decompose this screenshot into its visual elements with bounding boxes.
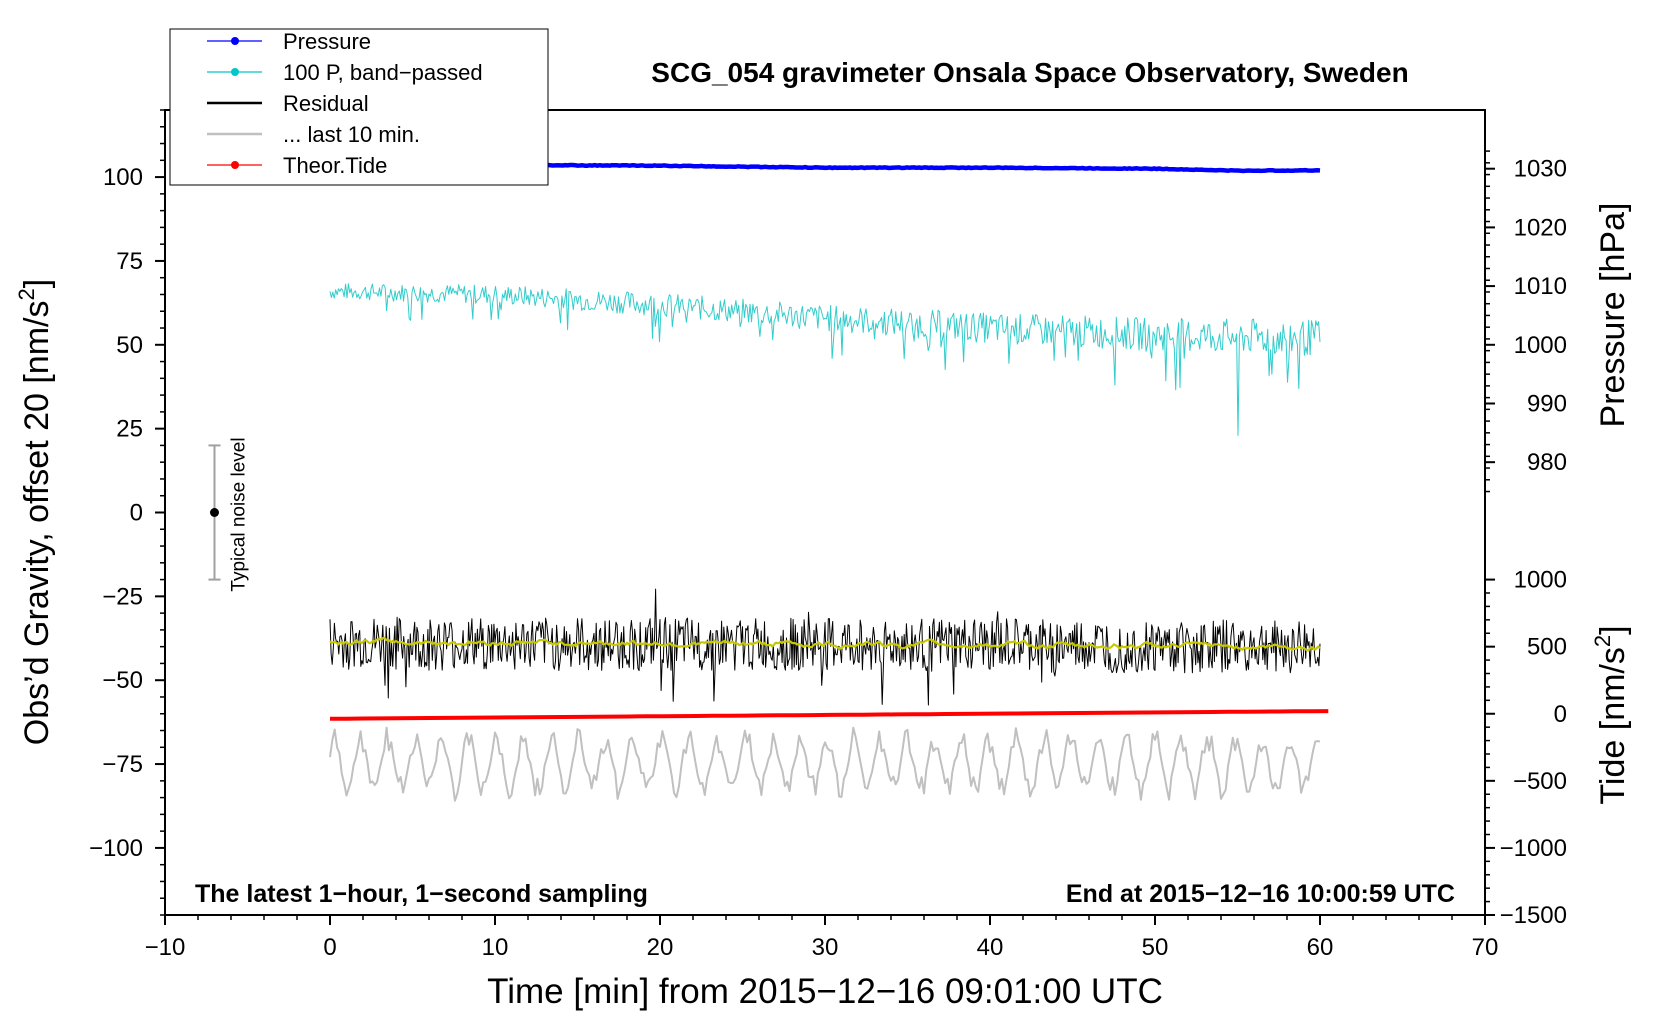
legend-item: Pressure [207,29,371,54]
pressure-tick-label: 1020 [1514,214,1567,241]
tide-tick-label: 0 [1554,701,1567,728]
tide-tick-label: −1500 [1500,902,1567,929]
series-last-10-min [329,726,1321,802]
legend-label: 100 P, band−passed [283,60,483,85]
y-tick-label: −25 [102,583,143,610]
y-tick-label: 50 [116,332,143,359]
x-tick-label: 30 [812,934,839,961]
series-residual [329,588,1321,706]
legend-label: Theor.Tide [283,153,387,178]
legend-item: Theor.Tide [207,153,387,178]
y-axis-label-left: Obs’d Gravity, offset 20 [nm/s2] [14,279,56,745]
tide-tick-label: 1000 [1514,567,1567,594]
x-tick-label: 50 [1142,934,1169,961]
noise-level-marker [210,508,219,517]
series-theor-tide [329,709,1329,721]
legend-item: 100 P, band−passed [207,60,483,85]
y-tick-label: 0 [130,500,143,527]
tide-tick-label: 500 [1527,634,1567,661]
x-tick-label: 60 [1307,934,1334,961]
pressure-tick-label: 1030 [1514,156,1567,183]
series-100-p-band-passed [329,283,1321,436]
legend: Pressure 100 P, band−passed Residual ... la… [169,28,549,186]
noise-level-indicator: Typical noise level [208,437,250,592]
y-tick-label: −75 [102,751,143,778]
legend-label: ... last 10 min. [283,122,420,147]
x-tick-label: 0 [323,934,336,961]
y-tick-label: 100 [103,164,143,191]
y-tick-label: −100 [89,835,143,862]
x-tick-label: 10 [482,934,509,961]
legend-item: ... last 10 min. [207,122,420,147]
legend-label: Pressure [283,29,371,54]
noise-level-label: Typical noise level [229,437,250,591]
chart-title: SCG_054 gravimeter Onsala Space Observat… [651,57,1408,88]
series-layer [329,159,1329,802]
annotation-sampling: The latest 1−hour, 1−second sampling [195,880,648,908]
legend-swatch-marker [231,68,239,76]
y-axis-label-pressure: Pressure [hPa] [1594,203,1632,428]
tide-tick-label: −1000 [1500,835,1567,862]
x-tick-label: 20 [647,934,674,961]
y-tick-label: −50 [102,667,143,694]
x-tick-label: −10 [145,934,186,961]
legend-box [169,28,549,186]
pressure-tick-label: 990 [1527,390,1567,417]
pressure-tick-label: 980 [1527,449,1567,476]
series-residual-smoothed [329,636,1321,652]
legend-swatch-marker [231,161,239,169]
tide-tick-label: −500 [1513,768,1567,795]
pressure-tick-label: 1000 [1514,332,1567,359]
legend-item: Residual [207,91,369,116]
y-tick-label: 25 [116,416,143,443]
ticks-layer: −10 0 10 20 30 40 50 60 701007550250−25−50−75−10… [89,109,1567,961]
x-axis-label: Time [min] from 2015−12−16 09:01:00 UTC [487,972,1163,1011]
y-axis-label-tide: Tide [nm/s2] [1590,625,1632,804]
x-tick-label: 40 [977,934,1004,961]
annotation-end-time: End at 2015−12−16 10:00:59 UTC [1066,880,1455,908]
pressure-tick-label: 1010 [1514,273,1567,300]
x-tick-label: 70 [1472,934,1499,961]
legend-label: Residual [283,91,369,116]
legend-swatch-marker [231,37,239,45]
y-tick-label: 75 [116,248,143,275]
